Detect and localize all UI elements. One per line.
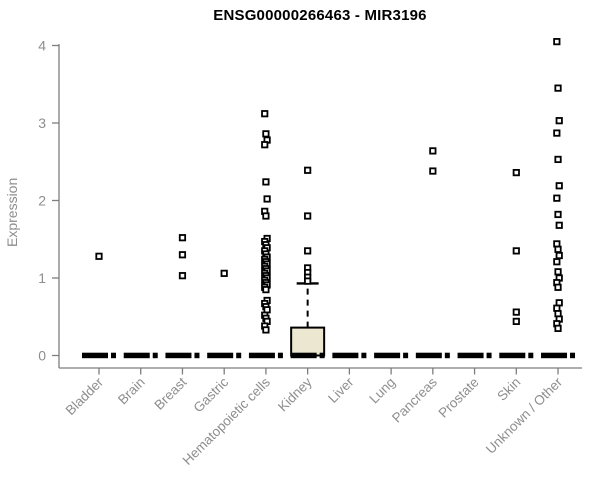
x-category-label: Lung (366, 375, 398, 407)
y-tick-label: 4 (38, 38, 46, 54)
outlier-point (554, 245, 562, 253)
zero-median-bar (541, 352, 568, 359)
outlier-point (178, 251, 187, 259)
outlier-point (554, 324, 562, 332)
zero-median-bar-dash (152, 352, 158, 359)
outlier-point (512, 308, 520, 316)
outlier-point (178, 234, 187, 242)
outlier-point (553, 258, 561, 266)
zero-median-bar (123, 352, 150, 359)
zero-median-bar (207, 352, 234, 359)
zero-median-bar-dash (444, 352, 450, 359)
outlier-point (262, 286, 270, 294)
x-category-label: Skin (494, 375, 523, 404)
zero-median-bar (332, 352, 359, 359)
zero-median-bar-dash (570, 352, 576, 359)
outlier-point (304, 277, 312, 285)
outlier-point (304, 212, 312, 220)
outlier-point (262, 130, 270, 138)
outlier-point (220, 269, 228, 277)
outlier-point (554, 283, 562, 291)
outlier-point (429, 147, 437, 155)
x-category-label: Breast (151, 374, 189, 412)
y-tick-label: 3 (38, 115, 46, 131)
outlier-point (555, 117, 563, 125)
outlier-point (553, 129, 561, 137)
outlier-point (304, 247, 312, 255)
y-tick-label: 2 (38, 193, 46, 209)
outlier-point (512, 168, 520, 177)
zero-median-bar-dash (528, 352, 534, 359)
outlier-point (178, 272, 187, 280)
zero-median-bar (165, 352, 192, 359)
outlier-point (555, 182, 563, 190)
zero-median-bar-dash (361, 352, 367, 359)
outlier-point (95, 252, 103, 260)
outlier-point (553, 194, 561, 202)
zero-median-bar-dash (319, 352, 325, 359)
outlier-point (554, 155, 562, 164)
outlier-point (262, 178, 270, 186)
outlier-point (262, 326, 270, 334)
outlier-point (512, 317, 520, 326)
outlier-point (554, 210, 562, 219)
box-kidney (290, 326, 326, 357)
zero-median-bar (248, 352, 275, 359)
outlier-point (554, 268, 562, 276)
x-category-label: Brain (115, 375, 148, 408)
outlier-point (555, 251, 563, 260)
outlier-point (554, 84, 562, 92)
x-category-label: Prostate (436, 375, 482, 421)
outlier-point (429, 167, 437, 175)
x-category-label: Unknown / Other (483, 374, 566, 457)
zero-median-bar-dash (403, 352, 409, 359)
zero-median-bar-dash (236, 352, 242, 359)
zero-median-bar (82, 352, 108, 359)
zero-median-bar-dash (486, 352, 492, 359)
zero-median-bar (499, 352, 526, 359)
y-tick-label: 0 (38, 348, 46, 364)
outlier-point (261, 141, 269, 149)
zero-median-bar-dash (111, 352, 116, 359)
outlier-point (512, 247, 520, 255)
zero-median-bar (374, 352, 401, 359)
outlier-point (553, 38, 561, 46)
zero-median-bar-dash (194, 352, 200, 359)
outlier-point (262, 212, 270, 220)
x-category-label: Kidney (275, 374, 315, 414)
x-category-label: Bladder (63, 374, 107, 418)
zero-median-bar (290, 352, 317, 359)
zero-median-bar (457, 352, 484, 359)
y-tick-label: 1 (38, 270, 46, 286)
zero-median-bar (415, 352, 442, 359)
x-category-label: Gastric (190, 374, 231, 415)
x-category-label: Liver (325, 374, 357, 406)
outlier-point (263, 195, 271, 203)
chart-title: ENSG00000266463 - MIR3196 (213, 7, 427, 24)
outlier-point (555, 221, 563, 229)
zero-median-bar-dash (277, 352, 283, 359)
outlier-point (304, 166, 312, 174)
outlier-point (261, 110, 269, 118)
x-category-label: Pancreas (389, 374, 440, 425)
